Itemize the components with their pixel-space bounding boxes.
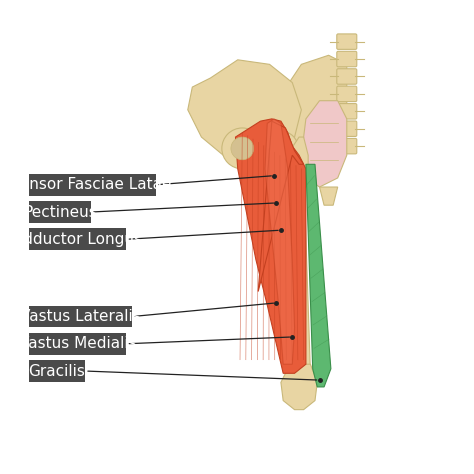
Polygon shape [270,55,347,155]
Polygon shape [290,169,310,374]
FancyBboxPatch shape [337,138,357,154]
Text: Tensor Fasciae Latae: Tensor Fasciae Latae [13,177,172,192]
Polygon shape [319,187,337,205]
Circle shape [264,131,298,166]
Text: Vastus Lateralis: Vastus Lateralis [20,309,141,324]
FancyBboxPatch shape [337,34,357,49]
FancyBboxPatch shape [337,121,357,137]
FancyBboxPatch shape [337,51,357,67]
Polygon shape [236,119,306,374]
Polygon shape [274,155,310,191]
Polygon shape [301,100,347,187]
Polygon shape [265,119,294,364]
Text: Vastus Medialis: Vastus Medialis [19,336,137,351]
FancyBboxPatch shape [337,69,357,84]
Polygon shape [306,164,331,387]
Polygon shape [290,137,308,169]
FancyBboxPatch shape [29,228,127,250]
FancyBboxPatch shape [29,201,91,223]
Circle shape [231,137,254,160]
Polygon shape [258,121,304,292]
FancyBboxPatch shape [29,174,156,196]
Circle shape [222,128,263,169]
Text: Gracilis: Gracilis [28,364,85,379]
Polygon shape [281,364,317,410]
FancyBboxPatch shape [337,86,357,101]
Text: Adductor Longus: Adductor Longus [13,232,142,247]
FancyBboxPatch shape [337,104,357,119]
FancyBboxPatch shape [29,306,132,328]
FancyBboxPatch shape [29,333,127,355]
FancyBboxPatch shape [29,360,85,382]
Text: Pectineus: Pectineus [23,204,97,219]
Polygon shape [188,60,301,164]
